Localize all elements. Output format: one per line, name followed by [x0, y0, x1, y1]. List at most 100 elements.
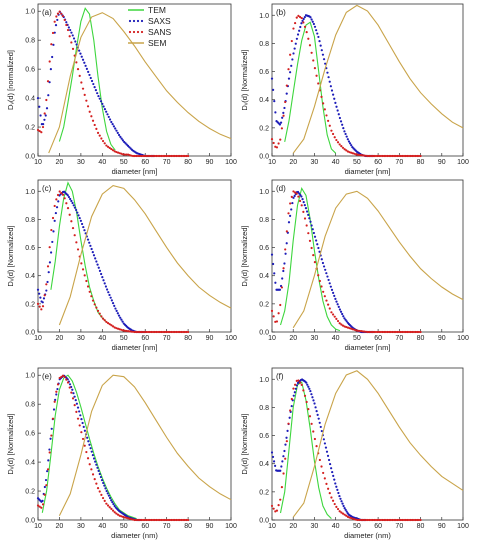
data-point: [346, 150, 350, 153]
data-point: [100, 137, 103, 140]
x-tick-label: 70: [163, 335, 171, 342]
data-point: [270, 504, 274, 508]
data-point: [317, 246, 320, 250]
data-point: [320, 49, 323, 52]
data-point: [58, 190, 61, 193]
data-point: [113, 304, 116, 307]
data-point: [386, 330, 389, 334]
data-point: [311, 228, 314, 231]
data-point: [341, 512, 345, 515]
data-point: [344, 132, 347, 136]
data-point: [284, 443, 287, 446]
x-axis-label: diameter (nm): [111, 531, 158, 540]
y-tick-label: 0.6: [259, 245, 269, 252]
legend-swatch: [128, 30, 132, 34]
data-point: [396, 154, 399, 158]
data-point: [45, 283, 48, 286]
data-point: [312, 59, 315, 62]
data-point: [161, 518, 165, 522]
data-point: [304, 207, 308, 210]
data-point: [279, 498, 282, 501]
data-point: [111, 302, 115, 305]
data-point: [153, 154, 156, 158]
data-point: [66, 28, 70, 32]
data-point: [187, 154, 190, 158]
data-point: [96, 466, 99, 469]
data-point: [348, 142, 352, 145]
data-point: [326, 454, 330, 457]
data-point: [300, 204, 303, 207]
data-point: [61, 193, 65, 196]
series-sans: [36, 190, 190, 334]
data-point: [300, 22, 303, 25]
data-point: [148, 154, 151, 158]
data-point: [185, 330, 188, 334]
data-point: [307, 385, 310, 388]
data-point: [417, 518, 421, 522]
x-tick-label: 60: [141, 159, 149, 166]
data-point: [92, 254, 96, 257]
y-tick-label: 0.0: [259, 330, 269, 337]
data-point: [60, 375, 63, 378]
data-point: [98, 134, 101, 137]
data-point: [92, 457, 96, 460]
data-point: [150, 154, 153, 158]
data-point: [318, 40, 321, 43]
series-line: [58, 184, 232, 326]
data-point: [336, 319, 340, 323]
y-tick-label: 0.4: [259, 273, 269, 280]
data-point: [312, 399, 315, 402]
data-point: [78, 74, 81, 77]
data-point: [56, 193, 60, 197]
panel-b: 10 20 30 40 50 60 70 80 90 100 0.0 0.2 0.4 0.6 0.8 1.0 d…: [240, 3, 469, 176]
data-point: [73, 206, 77, 209]
data-point: [341, 502, 344, 505]
data-point: [81, 268, 85, 271]
data-point: [308, 239, 312, 242]
data-point: [44, 478, 48, 482]
data-point: [348, 516, 351, 519]
data-point: [112, 502, 115, 506]
data-point: [45, 98, 48, 102]
data-point: [285, 84, 288, 87]
data-point: [88, 443, 91, 446]
data-point: [77, 214, 80, 217]
y-tick-label: 0.8: [25, 217, 35, 224]
data-point: [411, 518, 414, 522]
data-point: [341, 312, 344, 316]
data-point: [313, 260, 317, 264]
data-point: [51, 240, 54, 244]
data-point: [101, 317, 105, 320]
data-point: [278, 123, 282, 126]
data-point: [318, 279, 321, 283]
data-point: [319, 44, 322, 47]
data-point: [141, 154, 145, 158]
x-tick-label: 100: [457, 335, 469, 342]
data-point: [128, 330, 131, 333]
data-point: [272, 507, 275, 510]
data-point: [76, 406, 80, 409]
data-point: [98, 490, 101, 493]
data-point: [350, 327, 353, 330]
data-point: [270, 309, 274, 312]
x-tick-label: 10: [268, 523, 276, 530]
data-point: [55, 393, 58, 396]
data-point: [315, 29, 318, 32]
data-point: [298, 15, 302, 19]
panel-label: (e): [42, 372, 52, 381]
x-tick-label: 80: [417, 335, 425, 342]
data-point: [89, 244, 92, 247]
data-point: [300, 383, 303, 386]
data-point: [172, 330, 175, 334]
x-axis-label: diameter (nm): [344, 531, 391, 540]
data-point: [40, 308, 43, 311]
data-point: [360, 330, 363, 333]
data-point: [290, 404, 293, 408]
data-point: [280, 127, 284, 130]
data-point: [116, 327, 120, 330]
data-point: [110, 507, 113, 511]
data-point: [136, 154, 140, 158]
data-point: [88, 463, 91, 466]
data-point: [310, 422, 313, 425]
y-tick-label: 0.0: [25, 330, 35, 337]
